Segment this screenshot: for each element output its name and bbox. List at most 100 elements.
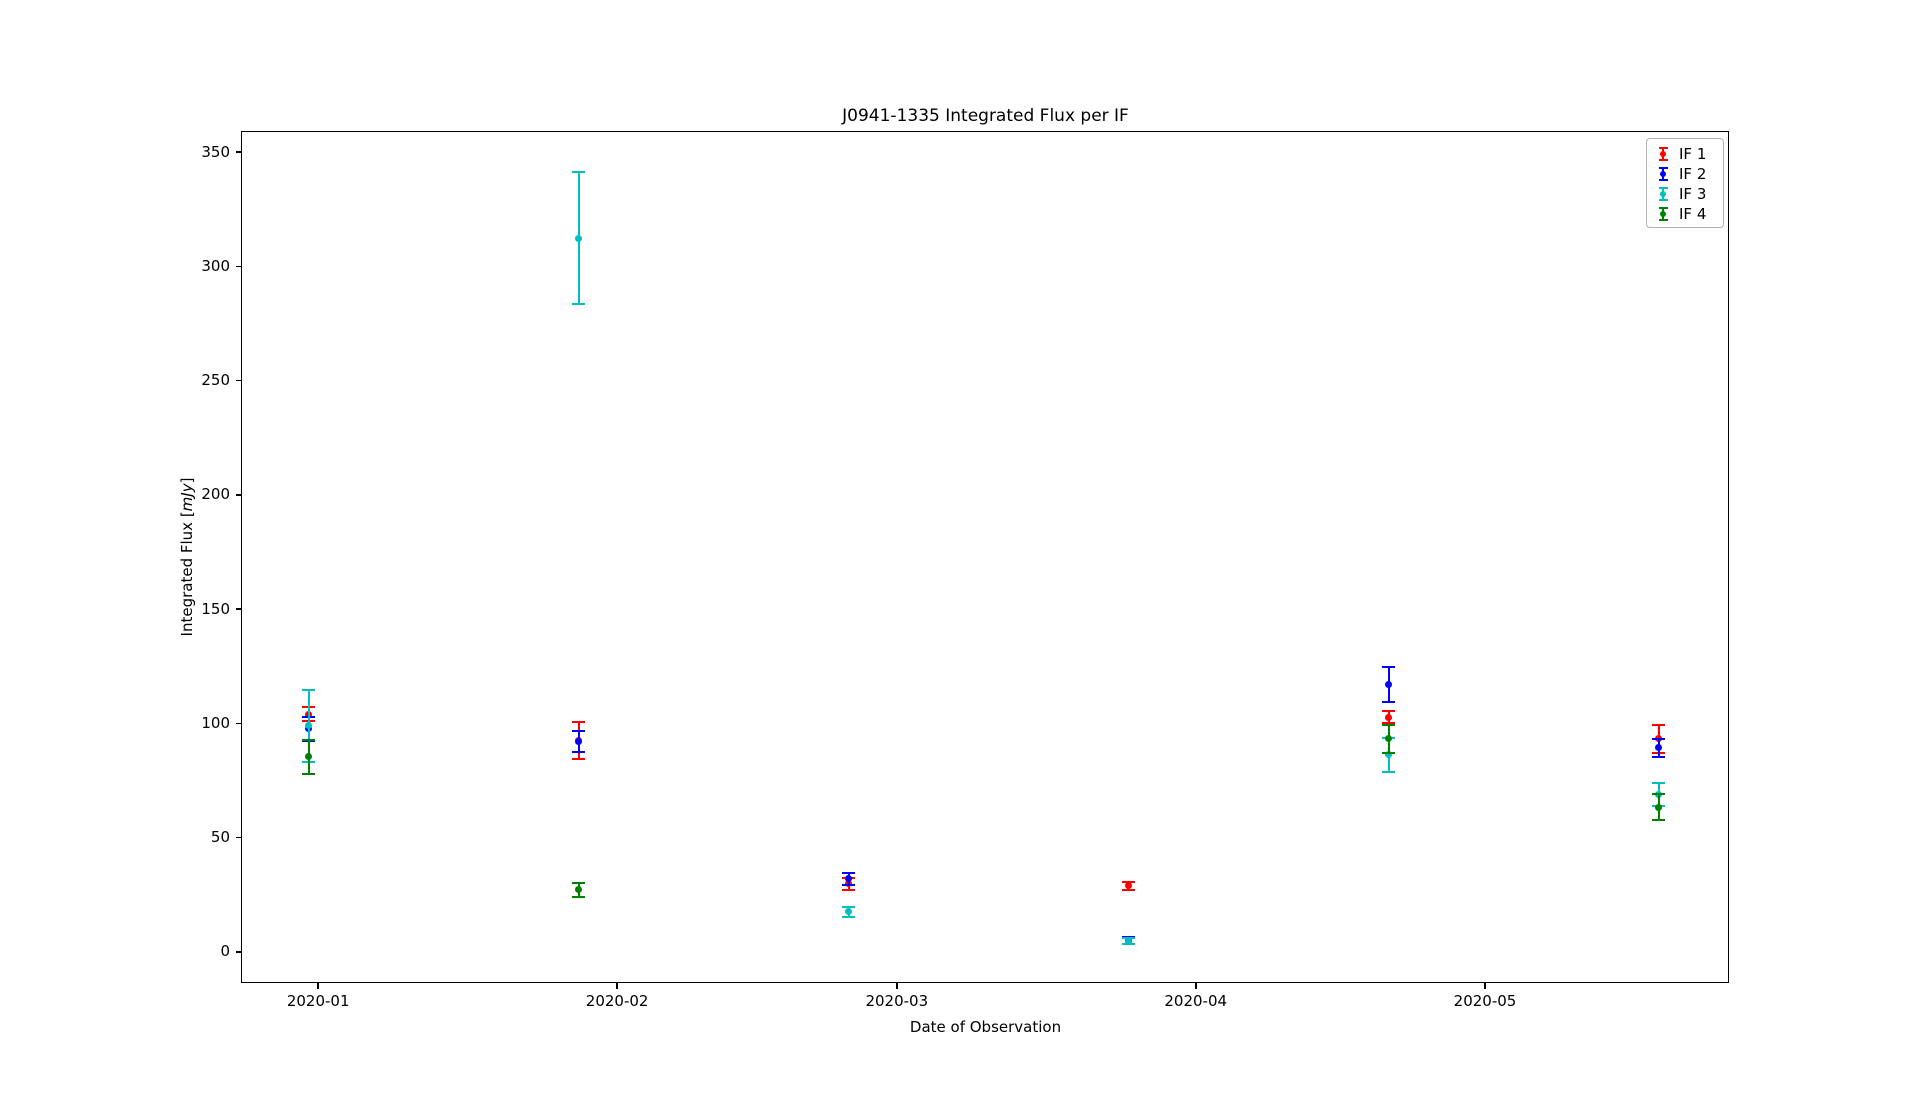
data-point-dot bbox=[1385, 735, 1393, 743]
y-axis-label-math: mJy bbox=[178, 483, 196, 512]
errorbar-cap-bottom bbox=[572, 758, 586, 761]
legend-label: IF 3 bbox=[1679, 185, 1707, 203]
errorbar-cap-bottom bbox=[842, 883, 856, 886]
errorbar-icon-part bbox=[1658, 187, 1668, 189]
errorbar-cap-bottom bbox=[1121, 888, 1135, 891]
errorbar-icon-part bbox=[1658, 219, 1668, 221]
y-tick-label: 50 bbox=[210, 828, 230, 847]
x-tick-mark bbox=[1194, 983, 1197, 989]
errorbar-cap-bottom bbox=[572, 303, 586, 306]
legend-label: IF 2 bbox=[1679, 165, 1707, 183]
errorbar-icon-part bbox=[1658, 207, 1668, 209]
y-tick-label: 200 bbox=[201, 485, 230, 504]
errorbar-cap-top bbox=[1652, 793, 1666, 796]
legend-label: IF 1 bbox=[1679, 145, 1707, 163]
errorbar-icon bbox=[1656, 186, 1670, 202]
errorbar-cap-bottom bbox=[572, 895, 586, 898]
errorbar-cap-top bbox=[842, 906, 856, 909]
y-tick-mark bbox=[236, 151, 242, 153]
data-point-dot bbox=[305, 753, 313, 761]
data-point-dot bbox=[1655, 803, 1663, 811]
data-point-dot bbox=[575, 738, 583, 746]
errorbar-cap-bottom bbox=[1382, 770, 1396, 773]
errorbar-cap-top bbox=[572, 721, 586, 724]
y-tick-mark bbox=[236, 379, 242, 382]
y-tick-label: 300 bbox=[201, 256, 230, 275]
data-point-dot bbox=[305, 722, 313, 730]
errorbar-icon bbox=[1656, 166, 1670, 182]
plot-area bbox=[241, 131, 1729, 983]
errorbar-cap-top bbox=[1382, 710, 1396, 713]
errorbar-cap-top bbox=[1652, 737, 1666, 740]
errorbar-icon-part bbox=[1658, 179, 1668, 181]
errorbar-icon-part bbox=[1660, 211, 1666, 217]
errorbar-cap-bottom bbox=[1382, 721, 1396, 724]
y-tick-label: 100 bbox=[201, 713, 230, 732]
y-tick-mark bbox=[236, 608, 242, 610]
errorbar-cap-bottom bbox=[302, 773, 316, 776]
errorbar-cap-top bbox=[302, 738, 316, 741]
errorbar-icon-part bbox=[1660, 191, 1666, 197]
y-tick-mark bbox=[236, 494, 242, 496]
data-point-dot bbox=[575, 234, 583, 242]
errorbar-cap-bottom bbox=[1652, 755, 1666, 758]
legend: IF 1 IF 2 IF 3 IF 4 bbox=[1646, 138, 1724, 228]
data-point-dot bbox=[1655, 744, 1663, 752]
y-tick-label: 150 bbox=[201, 599, 230, 618]
data-point-dot bbox=[1385, 713, 1393, 721]
errorbar-cap-bottom bbox=[1382, 700, 1396, 703]
errorbar-icon-part bbox=[1658, 159, 1668, 161]
y-tick-label: 250 bbox=[201, 371, 230, 390]
y-tick-mark bbox=[236, 265, 242, 268]
x-tick-label: 2020-03 bbox=[865, 992, 929, 1010]
data-point-dot bbox=[575, 886, 583, 894]
chart-title: J0941-1335 Integrated Flux per IF bbox=[842, 106, 1129, 126]
errorbar-icon-part bbox=[1660, 151, 1666, 157]
errorbar-icon-part bbox=[1658, 199, 1668, 201]
errorbar-cap-bottom bbox=[1382, 752, 1396, 755]
x-tick-label: 2020-05 bbox=[1453, 992, 1517, 1010]
y-axis-label-prefix: Integrated Flux [ bbox=[178, 511, 196, 637]
errorbar-cap-bottom bbox=[572, 751, 586, 754]
errorbar-icon-part bbox=[1660, 171, 1666, 177]
errorbar-icon-part bbox=[1658, 167, 1668, 169]
errorbar-cap-top bbox=[302, 689, 316, 692]
data-point-dot bbox=[1385, 751, 1393, 759]
x-axis-label: Date of Observation bbox=[909, 1018, 1062, 1036]
x-tick-label: 2020-04 bbox=[1164, 992, 1228, 1010]
legend-label: IF 4 bbox=[1679, 205, 1707, 223]
errorbar-cap-top bbox=[572, 170, 586, 173]
x-tick-label: 2020-01 bbox=[286, 992, 350, 1010]
x-tick-mark bbox=[895, 983, 898, 989]
errorbar-cap-top bbox=[1382, 723, 1396, 726]
y-tick-mark bbox=[236, 951, 242, 953]
errorbar-icon-part bbox=[1658, 147, 1668, 149]
errorbar-cap-bottom bbox=[1652, 818, 1666, 821]
data-point-dot bbox=[1124, 882, 1132, 890]
y-tick-mark bbox=[236, 722, 242, 725]
y-tick-label: 0 bbox=[220, 942, 230, 961]
errorbar-icon bbox=[1656, 206, 1670, 222]
errorbar-cap-top bbox=[842, 871, 856, 874]
x-tick-mark bbox=[616, 983, 618, 989]
x-tick-mark bbox=[1484, 983, 1486, 989]
y-axis-label: Integrated Flux [mJy] bbox=[178, 478, 196, 637]
x-tick-mark bbox=[317, 983, 319, 989]
y-axis-label-suffix: ] bbox=[178, 477, 196, 484]
legend-item: IF 4 bbox=[1656, 204, 1715, 224]
x-tick-label: 2020-02 bbox=[585, 992, 649, 1010]
data-point-dot bbox=[1385, 681, 1393, 689]
legend-item: IF 1 bbox=[1656, 144, 1715, 164]
errorbar-cap-top bbox=[572, 730, 586, 733]
y-tick-mark bbox=[236, 836, 242, 839]
errorbar-icon bbox=[1656, 146, 1670, 162]
data-point-dot bbox=[1124, 937, 1132, 945]
errorbar-cap-top bbox=[1382, 666, 1396, 669]
errorbar-cap-top bbox=[1652, 724, 1666, 726]
legend-item: IF 3 bbox=[1656, 184, 1715, 204]
errorbar-cap-bottom bbox=[842, 888, 856, 891]
errorbar-cap-top bbox=[572, 882, 586, 885]
errorbar-cap-top bbox=[1121, 880, 1135, 883]
errorbar-cap-bottom bbox=[842, 915, 856, 918]
